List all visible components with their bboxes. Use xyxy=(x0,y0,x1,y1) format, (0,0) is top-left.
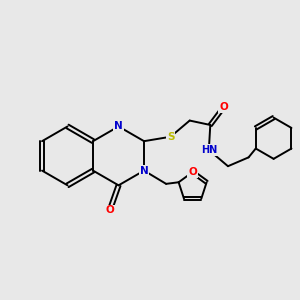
Text: S: S xyxy=(167,132,174,142)
Text: HN: HN xyxy=(201,145,217,155)
Text: N: N xyxy=(140,166,148,176)
Text: O: O xyxy=(105,206,114,215)
Text: O: O xyxy=(188,167,197,177)
Text: N: N xyxy=(114,122,123,131)
Text: O: O xyxy=(219,102,228,112)
